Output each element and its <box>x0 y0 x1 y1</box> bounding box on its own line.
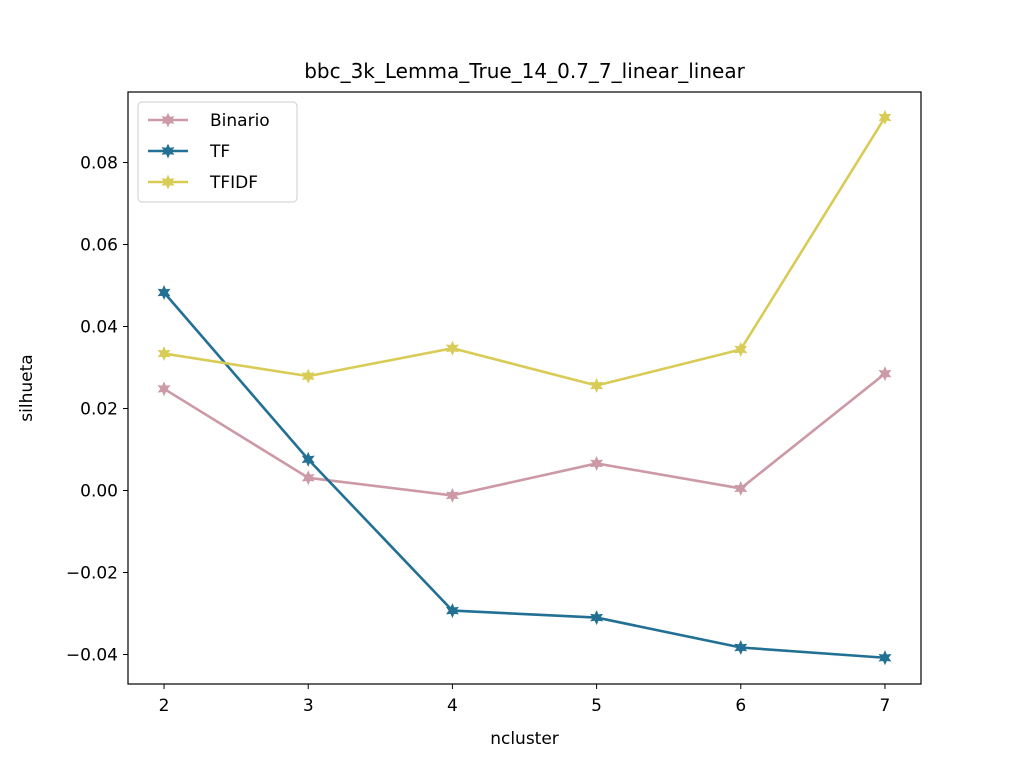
data-point <box>878 109 892 125</box>
y-tick-label: 0.06 <box>80 236 118 256</box>
data-point <box>590 610 604 626</box>
series-tfidf <box>157 109 892 394</box>
legend-box <box>137 101 298 203</box>
legend-swatch-marker <box>161 112 175 128</box>
y-tick-label: −0.02 <box>66 563 118 583</box>
series-layer <box>157 109 892 666</box>
data-point <box>157 284 171 300</box>
legend-label: TFIDF <box>209 173 258 193</box>
y-axis-label: silhueta <box>17 354 37 421</box>
data-point <box>590 455 604 471</box>
series-line <box>163 116 887 387</box>
series-line <box>163 291 886 660</box>
data-point <box>445 340 459 356</box>
data-point <box>878 366 892 382</box>
legend-label: Binario <box>210 111 270 131</box>
x-tick-label: 4 <box>447 696 458 716</box>
legend-item-binario: Binario <box>148 111 270 131</box>
plot-area-frame <box>127 91 922 685</box>
data-point <box>301 368 315 384</box>
data-point <box>734 480 748 496</box>
chart-title: bbc_3k_Lemma_True_14_0.7_7_linear_linear <box>304 59 745 83</box>
data-point <box>590 378 604 394</box>
legend-swatch-marker <box>161 143 175 159</box>
y-axis-ticks: −0.04 −0.02 0.00 0.02 0.04 0.06 0.08 <box>66 154 128 665</box>
legend: Binario TF TFIDF <box>137 101 298 203</box>
x-tick-label: 5 <box>591 696 602 716</box>
data-point <box>734 640 748 656</box>
data-point <box>878 650 892 666</box>
data-point <box>734 341 748 357</box>
series-tf <box>157 284 892 666</box>
x-tick-label: 3 <box>303 696 314 716</box>
x-tick-label: 2 <box>159 696 170 716</box>
data-point <box>157 381 171 397</box>
legend-swatch-marker <box>161 174 175 190</box>
y-tick-label: −0.04 <box>66 645 118 665</box>
y-tick-label: 0.02 <box>80 399 118 419</box>
data-point <box>301 470 315 486</box>
y-tick-label: 0.08 <box>80 154 118 174</box>
data-point <box>445 603 459 619</box>
series-binario <box>157 366 892 503</box>
data-point <box>445 487 459 503</box>
legend-item-tf: TF <box>148 142 230 162</box>
x-axis-ticks: 2 3 4 5 6 7 <box>159 684 891 716</box>
data-point <box>157 346 171 362</box>
data-point <box>301 451 315 467</box>
y-tick-label: 0.04 <box>80 318 118 338</box>
y-tick-label: 0.00 <box>80 481 118 501</box>
legend-item-tfidf: TFIDF <box>148 173 258 193</box>
x-tick-label: 6 <box>735 696 746 716</box>
x-axis-label: ncluster <box>490 729 559 749</box>
series-line <box>163 372 886 497</box>
legend-label: TF <box>209 142 230 162</box>
x-tick-label: 7 <box>880 696 891 716</box>
